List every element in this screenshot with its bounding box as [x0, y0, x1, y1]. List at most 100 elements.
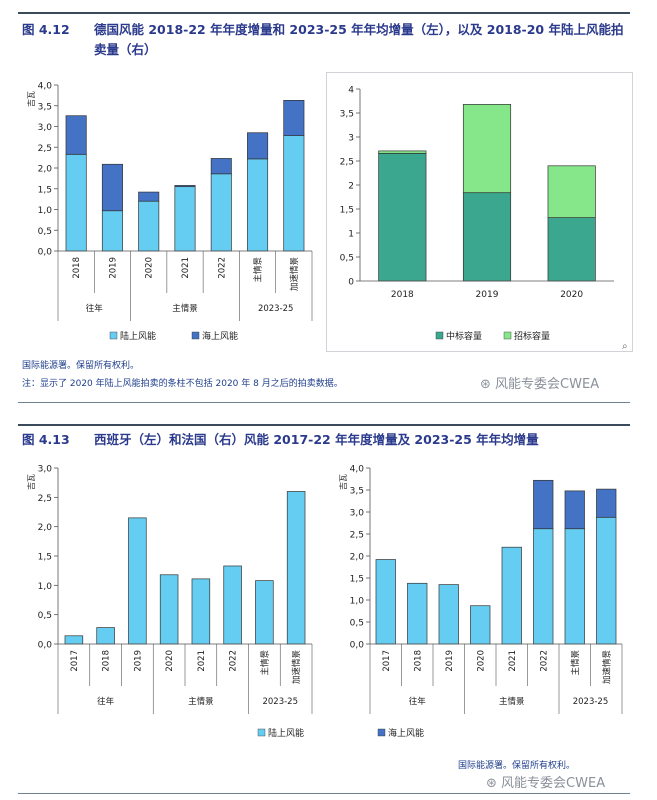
y-tick-label: 0	[348, 278, 354, 288]
bar-a	[533, 528, 554, 645]
x-tick-label: 2019	[445, 650, 455, 672]
y-tick-label: 3,5	[38, 102, 52, 112]
bar-a	[210, 173, 232, 252]
y-tick-label: 2	[348, 182, 354, 192]
x-tick-label: 2020	[165, 650, 175, 672]
bar-a	[247, 158, 269, 252]
x-group-label: 往年	[86, 303, 104, 314]
watermark-text: 风能专委会CWEA	[501, 776, 606, 791]
legend-label: 海上风能	[202, 330, 238, 342]
bar-b	[138, 191, 160, 202]
y-tick-label: 1,0	[38, 206, 53, 216]
x-tick-label: 2018	[102, 650, 112, 672]
x-tick-label: 2020	[560, 290, 583, 300]
france-chart: 0,0 0,5 1,0 1,5 2,0 2,5 3,0 3,5 4,0吉瓦 2017 2018 201…	[339, 465, 623, 739]
y-tick-label: 3,0	[38, 123, 53, 133]
x-tick-label: 2021	[197, 650, 207, 672]
x-group-label: 往年	[409, 696, 427, 707]
legend-label: 陆上风能	[268, 727, 304, 739]
legend-label: 中标容量	[446, 330, 482, 342]
bar-b	[210, 158, 232, 175]
bar-b	[247, 132, 269, 160]
fig-4-12-note: 注：显示了 2020 年陆上风能拍卖的条柱不包括 2020 年 8 月之后的拍卖…	[22, 379, 343, 389]
watermark-text: 风能专委会CWEA	[495, 377, 600, 392]
y-tick-label: 0,5	[38, 227, 52, 237]
bar-a	[596, 516, 617, 645]
bar-b	[101, 163, 123, 212]
bar-a	[470, 605, 491, 645]
germany-auction-chart: 0 0,5 1 1,5 2 2,5 3 3,5 4 2018 2019 2020 中标容量 招标容量 ⌕	[340, 86, 628, 353]
bar-a	[547, 217, 596, 282]
y-tick-label: 2,0	[350, 553, 365, 563]
x-tick-label: 2018	[413, 650, 423, 672]
x-tick-label: 加速情景	[291, 650, 302, 684]
x-tick-label: 2017	[382, 650, 392, 672]
bar-a	[96, 627, 115, 645]
legend-swatch	[257, 728, 266, 737]
legend-swatch	[109, 331, 118, 340]
fig-4-13-source: 国际能源署。保留所有权利。	[458, 761, 576, 771]
bar-a	[462, 192, 512, 282]
x-tick-label: 2018	[72, 257, 82, 279]
y-tick-label: 0,5	[340, 254, 354, 264]
x-tick-label: 2022	[539, 650, 549, 672]
legend-label: 海上风能	[388, 727, 424, 739]
x-group-label: 2023-25	[573, 697, 609, 707]
y-axis-label: 吉瓦	[27, 474, 36, 490]
y-axis-label: 吉瓦	[339, 474, 348, 490]
legend-swatch	[503, 331, 512, 340]
bar-a	[283, 135, 305, 252]
x-tick-label: 2017	[70, 650, 80, 672]
fig-4-12-title: 图 4.12 德国风能 2018-22 年年度增量和 2023-25 年年均增量…	[22, 20, 632, 62]
y-tick-label: 2,0	[38, 165, 53, 175]
y-tick-label: 1,5	[340, 206, 354, 216]
y-tick-label: 3	[348, 134, 354, 144]
weibo-icon: ⊛	[486, 776, 497, 791]
y-tick-label: 4,0	[350, 465, 365, 475]
bar-b	[65, 115, 87, 155]
fig-4-13-title: 图 4.13 西班牙（左）和法国（右）风能 2017-22 年年度增量及 202…	[22, 430, 632, 452]
y-tick-label: 3,0	[38, 465, 53, 475]
x-tick-label: 2019	[108, 257, 118, 279]
x-tick-label: 2021	[508, 650, 518, 672]
bar-a	[191, 578, 211, 645]
x-tick-label: 2019	[133, 650, 143, 672]
bar-a	[286, 491, 306, 645]
x-tick-label: 加速情景	[601, 650, 612, 684]
x-tick-label: 2021	[181, 257, 191, 279]
weibo-icon: ⊛	[480, 377, 491, 392]
bar-a	[174, 186, 196, 252]
x-group-label: 主情景	[499, 696, 525, 707]
fig-4-13-rule	[18, 424, 630, 426]
bar-b	[283, 100, 305, 136]
y-tick-label: 1,5	[350, 575, 364, 585]
bar-a	[501, 546, 522, 645]
bar-b	[462, 104, 512, 194]
y-tick-label: 2,5	[350, 531, 364, 541]
y-tick-label: 2,5	[38, 144, 52, 154]
bar-a	[64, 635, 84, 645]
fig-4-12-caption: 德国风能 2018-22 年年度增量和 2023-25 年年均增量（左），以及 …	[94, 22, 624, 57]
legend-label: 陆上风能	[120, 330, 156, 342]
y-tick-label: 0,0	[38, 248, 53, 258]
bar-a	[159, 574, 179, 645]
spain-chart: 0,0 0,5 1,0 1,5 2,0 2,5 3,0吉瓦 2017 2018 2019 2020 2…	[27, 465, 313, 739]
bar-b	[533, 479, 554, 530]
bar-b	[564, 490, 585, 530]
y-tick-label: 1,0	[38, 582, 53, 592]
y-tick-label: 4,0	[38, 82, 53, 92]
x-tick-label: 主情景	[570, 650, 581, 676]
bar-a	[223, 565, 242, 645]
bar-a	[138, 200, 160, 252]
bar-a	[101, 210, 123, 252]
y-tick-label: 4	[348, 86, 354, 96]
x-tick-label: 主情景	[253, 257, 264, 283]
x-tick-label: 2018	[391, 290, 414, 300]
bar-a	[128, 517, 147, 645]
y-tick-label: 0,5	[38, 611, 52, 621]
watermark: ⊛ 风能专委会CWEA	[480, 373, 599, 392]
y-tick-label: 2,5	[340, 158, 354, 168]
fig-4-13-number: 图 4.13	[22, 432, 70, 447]
y-tick-label: 1,5	[38, 553, 52, 563]
legend-label: 招标容量	[514, 330, 550, 342]
